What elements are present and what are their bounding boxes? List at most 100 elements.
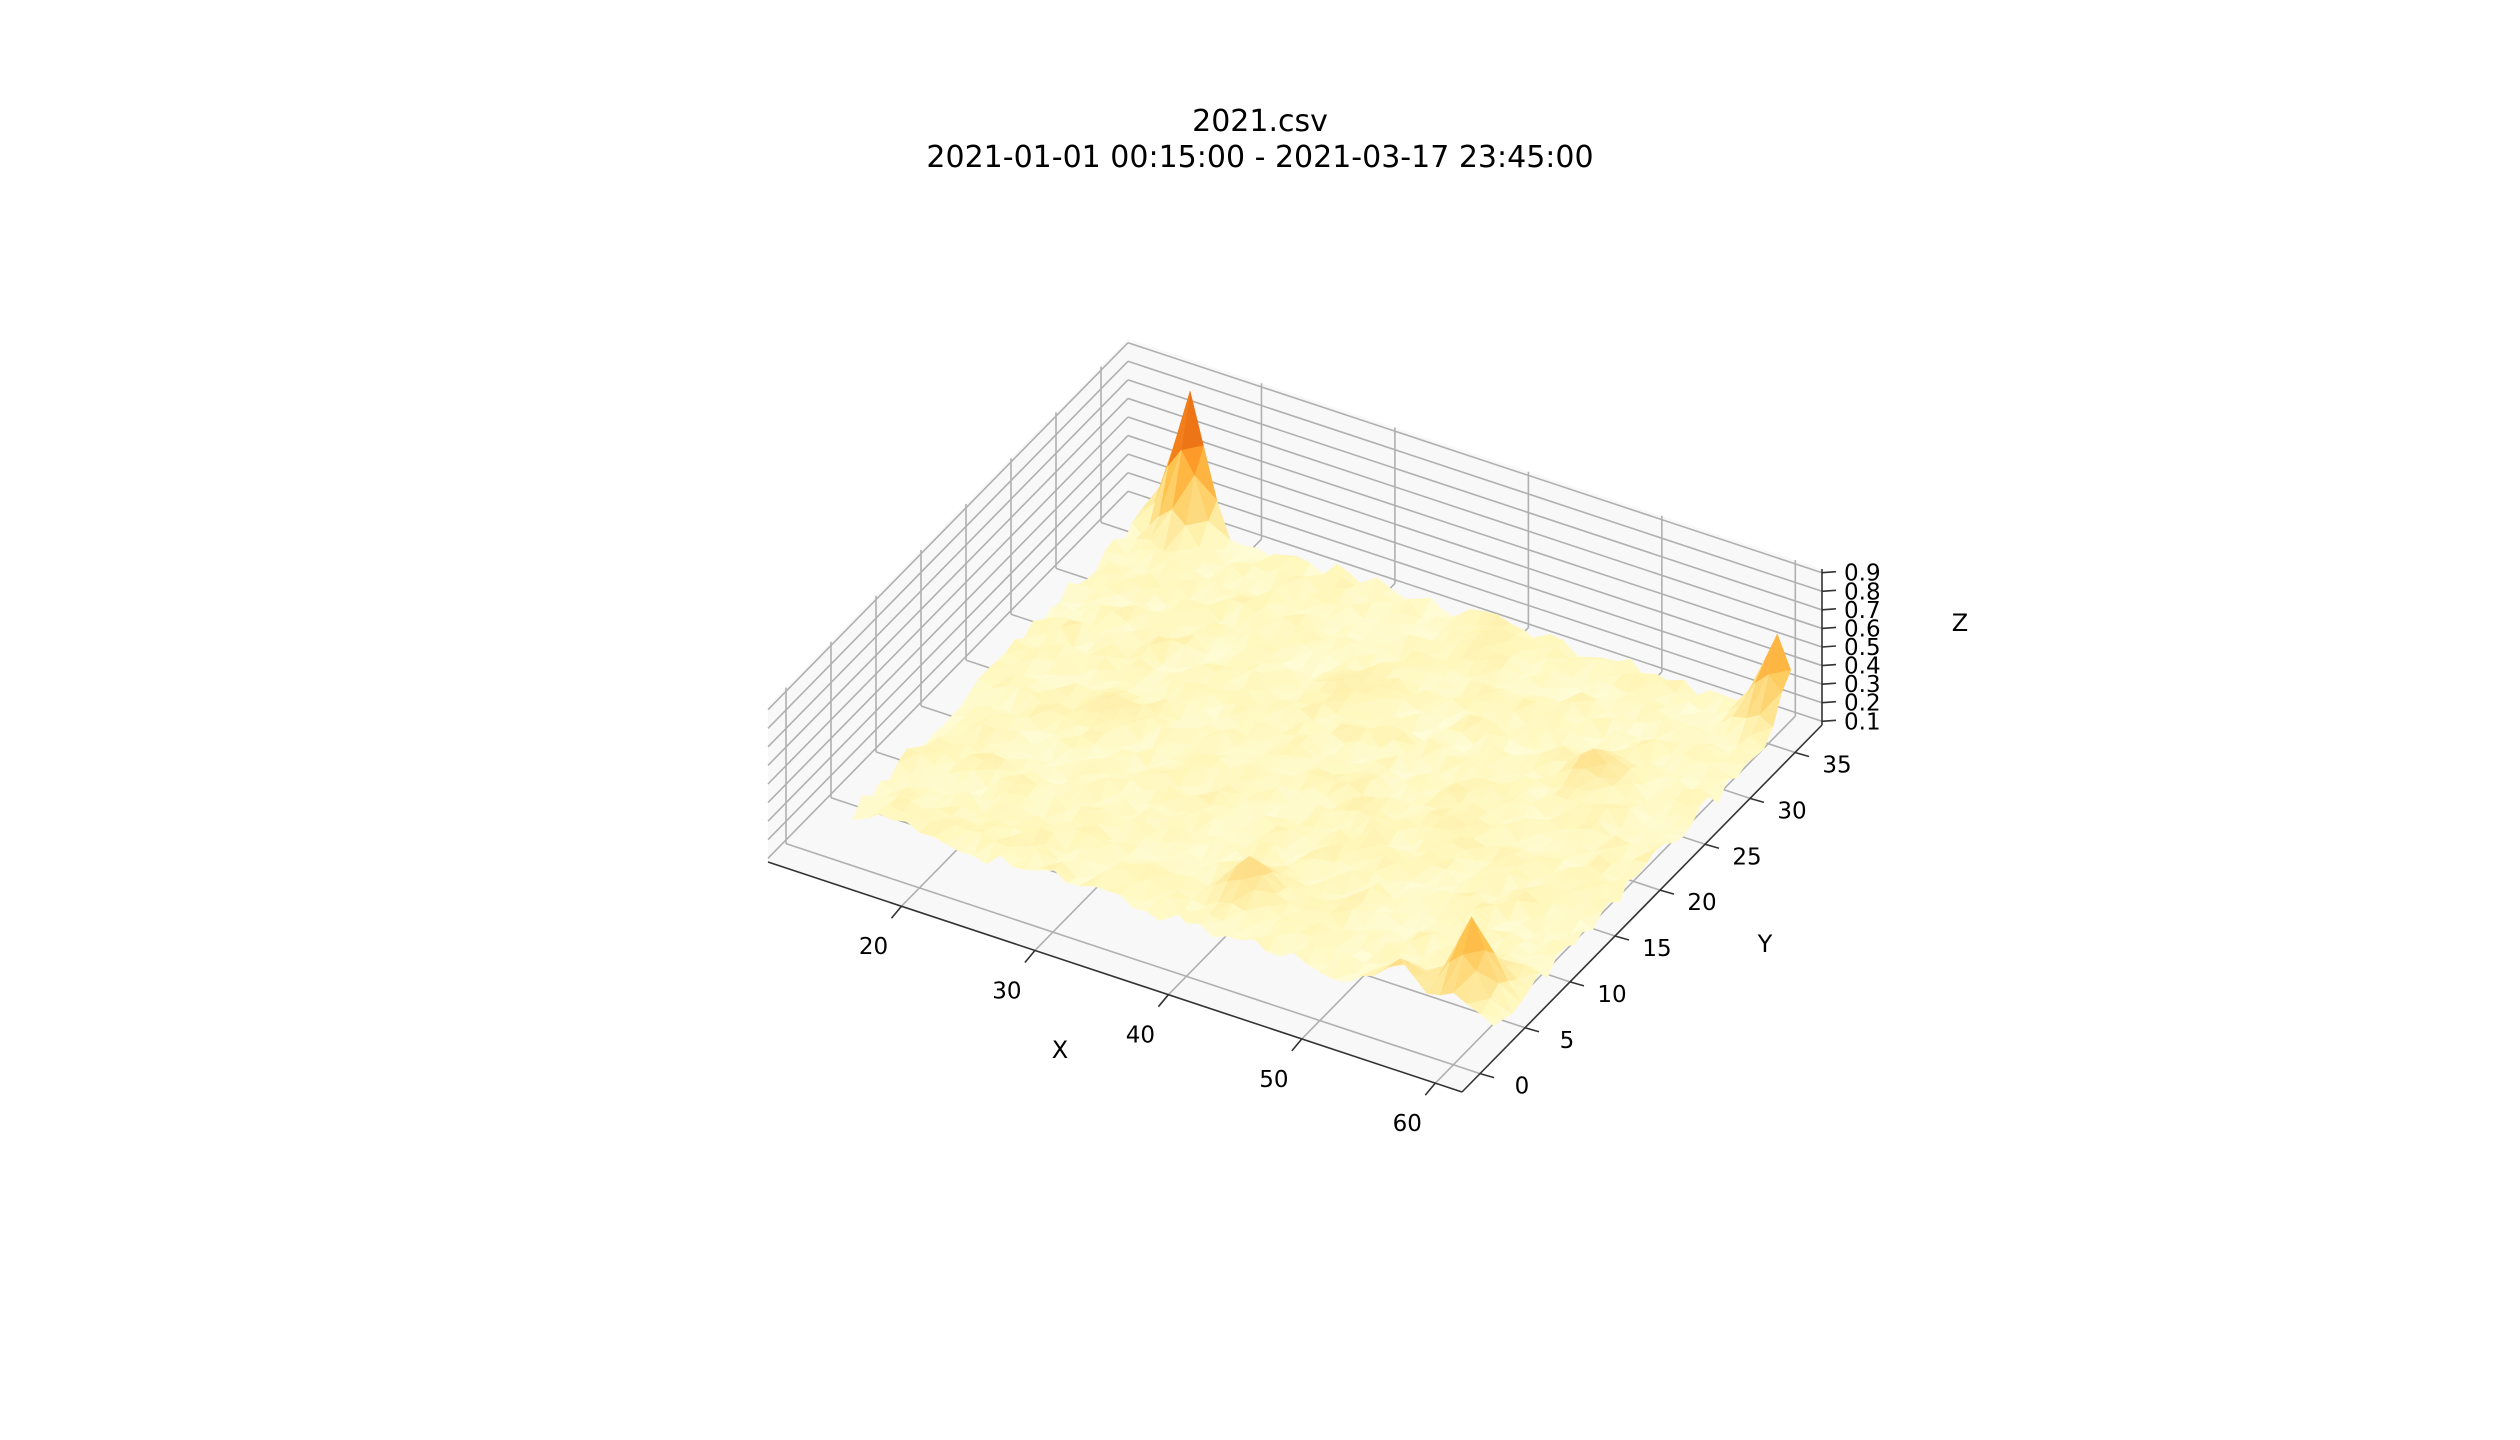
chart-subtitle: 2021-01-01 00:15:00 - 2021-03-17 23:45:0…: [926, 140, 1594, 175]
z-tick-mark: [1821, 682, 1837, 685]
surface-facet: [1172, 908, 1197, 924]
z-tick-mark: [1821, 626, 1837, 630]
z-grid-back: [1127, 471, 1823, 704]
surface-facet: [1106, 885, 1130, 895]
z-tick-label: 0.1: [1844, 709, 1881, 735]
z-tick-label: 0.7: [1844, 598, 1881, 624]
surface-facet: [986, 847, 1009, 865]
x-tick-label: 20: [859, 934, 888, 960]
y-tick-label: 10: [1597, 982, 1626, 1008]
x-tick-label: 30: [992, 978, 1021, 1004]
surface-facet: [1132, 900, 1157, 912]
y-axis-label: Y: [1757, 930, 1773, 958]
z-grid-back: [1127, 416, 1823, 648]
z-tick-label: 0.8: [1844, 579, 1881, 605]
surface-facet: [1453, 970, 1477, 1005]
surface-facet: [1199, 920, 1223, 938]
x-tick-mark: [1157, 994, 1169, 1008]
x-tick-mark: [1291, 1038, 1303, 1052]
chart-title: 2021.csv: [1192, 104, 1328, 139]
z-grid-back: [1127, 453, 1823, 685]
z-tick-mark: [1821, 700, 1837, 704]
z-grid-left: [767, 379, 1129, 748]
z-tick-mark: [1821, 589, 1837, 593]
surface-facet: [1333, 973, 1357, 983]
surface-facet: [932, 824, 957, 845]
z-grid-left: [767, 397, 1129, 766]
y-tick-mark: [1614, 935, 1630, 941]
z-grid-left: [767, 342, 1129, 711]
z-grid-back: [1127, 360, 1823, 593]
y-tick-label: 15: [1642, 936, 1671, 962]
x-axis-line: [767, 861, 1463, 1093]
z-grid-back: [1127, 434, 1823, 667]
surface-facet: [1186, 914, 1210, 925]
surface-facet: [866, 804, 889, 819]
y-tick-mark: [1704, 843, 1720, 850]
surface-facet: [959, 832, 983, 856]
surface-facet: [1466, 998, 1490, 1015]
tick-labels: 2030405060051015202530350.10.20.30.40.50…: [859, 561, 1881, 1137]
surface-facet: [919, 818, 943, 837]
y-tick-label: 5: [1560, 1028, 1575, 1054]
z-grid-left: [767, 472, 1129, 841]
y-tick-mark: [1749, 797, 1765, 804]
y-tick-mark: [1479, 1072, 1495, 1079]
surface-facet: [1119, 894, 1143, 909]
surface-facet: [1146, 896, 1170, 921]
y-axis-line: [1461, 724, 1823, 1093]
x-tick-label: 40: [1126, 1023, 1155, 1049]
z-tick-label: 0.3: [1844, 672, 1881, 698]
z-grid-left: [767, 453, 1129, 822]
surface-facet: [972, 840, 997, 865]
z-tick-mark: [1821, 570, 1837, 574]
z-tick-mark: [1821, 608, 1837, 611]
z-grid-left: [767, 416, 1129, 785]
surface-mesh: [852, 391, 1792, 1027]
surface-facet: [1052, 868, 1077, 883]
z-grid-back: [1127, 397, 1823, 630]
z-tick-label: 0.5: [1844, 635, 1881, 661]
y-tick-mark: [1524, 1027, 1540, 1033]
surface-facet: [1039, 861, 1063, 870]
y-tick-mark: [1659, 889, 1675, 895]
surface-facet: [1026, 867, 1049, 871]
z-axis-label: Z: [1952, 609, 1968, 637]
y-tick-mark: [1794, 751, 1810, 758]
surface-facet: [1012, 850, 1037, 871]
surface-facet: [945, 830, 970, 853]
y-tick-label: 0: [1515, 1074, 1530, 1100]
y-tick-label: 25: [1732, 844, 1761, 870]
z-grid-left: [767, 360, 1129, 729]
z-grid-back: [1127, 490, 1823, 723]
y-tick-label: 35: [1822, 753, 1851, 779]
z-tick-label: 0.9: [1844, 561, 1881, 587]
x-axis-label: X: [1052, 1036, 1068, 1064]
z-grid-back: [1127, 379, 1823, 611]
z-tick-mark: [1821, 645, 1837, 648]
x-tick-mark: [1024, 949, 1036, 963]
z-tick-mark: [1821, 719, 1837, 723]
surface-facet: [1399, 958, 1424, 977]
surface-facet: [905, 820, 930, 834]
surface-facet: [1360, 966, 1383, 976]
z-grid-left: [767, 490, 1129, 859]
x-tick-label: 50: [1259, 1067, 1288, 1093]
surface-facet: [1480, 1013, 1504, 1027]
y-tick-label: 20: [1687, 890, 1716, 916]
surface-facet: [1319, 950, 1344, 980]
z-tick-label: 0.6: [1844, 616, 1881, 642]
x-tick-mark: [1424, 1082, 1436, 1096]
y-tick-label: 30: [1777, 798, 1806, 824]
surface-facet: [1426, 962, 1450, 996]
y-grid-floor: [785, 842, 1481, 1075]
x-tick-mark: [890, 905, 903, 919]
x-tick-label: 60: [1393, 1111, 1422, 1137]
surface-facet: [1266, 951, 1290, 957]
surface-facet: [879, 812, 904, 821]
surface-facet: [893, 813, 916, 822]
surface-facet: [1078, 872, 1103, 887]
z-grid-back: [1127, 341, 1823, 574]
